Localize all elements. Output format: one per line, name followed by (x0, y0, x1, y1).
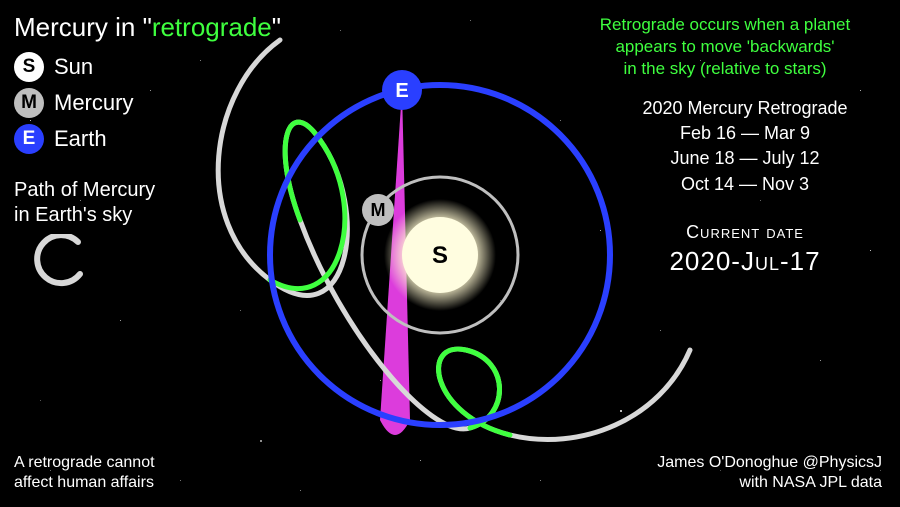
legend-row-sun: S Sun (14, 52, 133, 82)
path-arc-icon (30, 234, 90, 294)
legend: S Sun M Mercury E Earth (14, 52, 133, 160)
orbit-diagram: S M E (150, 20, 710, 500)
legend-label-sun: Sun (54, 54, 93, 80)
legend-row-earth: E Earth (14, 124, 133, 154)
legend-row-mercury: M Mercury (14, 88, 133, 118)
path-label-l2: in Earth's sky (14, 204, 132, 226)
footnote-left-l1: A retrograde cannot (14, 454, 155, 471)
mercury-label: M (371, 200, 386, 220)
mercury-icon: M (14, 88, 44, 118)
footnote-left: A retrograde cannot affect human affairs (14, 453, 155, 493)
legend-label-mercury: Mercury (54, 90, 133, 116)
path-label: Path of Mercury in Earth's sky (14, 178, 155, 228)
footnote-right-l2: with NASA JPL data (739, 474, 882, 491)
footnote-left-l2: affect human affairs (14, 474, 154, 491)
legend-label-earth: Earth (54, 126, 107, 152)
earth-icon: E (14, 124, 44, 154)
path-label-l1: Path of Mercury (14, 179, 155, 201)
title-prefix: Mercury in " (14, 12, 152, 42)
sun-label: S (432, 242, 448, 269)
earth-label: E (395, 80, 408, 102)
sun-icon: S (14, 52, 44, 82)
